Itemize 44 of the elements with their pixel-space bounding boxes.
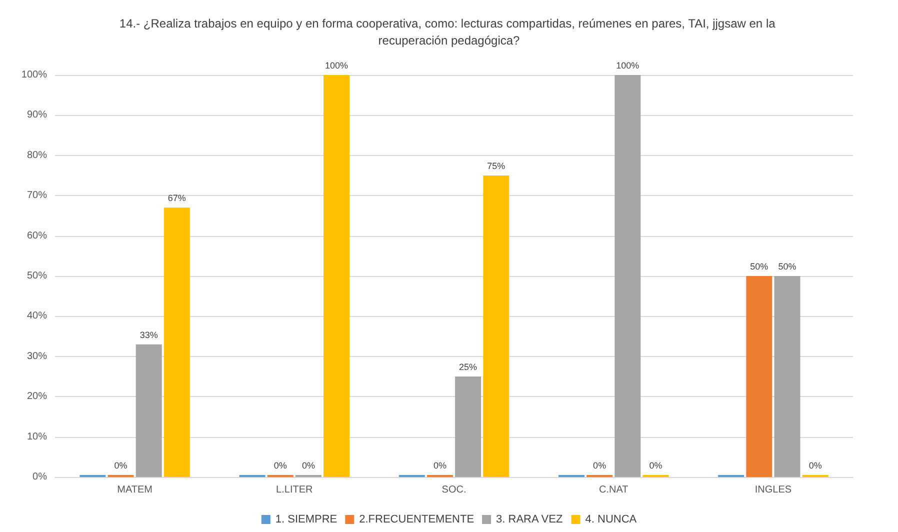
data-label: 50% xyxy=(778,262,796,272)
legend-label: 3. RARA VEZ xyxy=(496,514,563,526)
bar xyxy=(746,276,772,477)
y-tick-label: 70% xyxy=(26,190,48,202)
y-tick-label: 10% xyxy=(26,431,48,442)
data-label: 25% xyxy=(459,362,478,372)
y-tick-label: 60% xyxy=(26,230,48,242)
data-label: 33% xyxy=(140,330,158,340)
x-tick-label: L.LITER xyxy=(276,484,313,496)
data-label: 75% xyxy=(487,161,506,171)
bar xyxy=(774,276,800,477)
bar xyxy=(614,75,641,477)
legend-label: 1. SIEMPRE xyxy=(275,514,338,526)
y-tick-label: 100% xyxy=(21,70,48,80)
data-label: 0% xyxy=(433,460,446,470)
y-tick-label: 30% xyxy=(26,350,48,362)
data-label: 100% xyxy=(616,60,640,70)
x-tick-label: C.NAT xyxy=(598,484,628,496)
x-tick-label: MATEM xyxy=(117,484,152,496)
y-tick-label: 80% xyxy=(26,150,48,161)
data-label: 100% xyxy=(325,60,348,70)
legend-label: 2.FRECUENTEMENTE xyxy=(359,514,474,526)
bar xyxy=(324,75,350,477)
bar xyxy=(164,208,190,477)
y-tick-label: 0% xyxy=(32,472,48,482)
chart-title: 14.- ¿Realiza trabajos en equipo y en forma cooperativa, como: lecturas compartidas, reúmenes en pares, TAI, jjgsaw en la recuperación pedagógica? xyxy=(119,16,779,48)
data-label: 0% xyxy=(593,460,606,470)
data-label: 67% xyxy=(168,193,186,204)
bar xyxy=(483,176,510,477)
legend-label: 4. NUNCA xyxy=(585,514,638,526)
data-label: 0% xyxy=(274,460,287,470)
y-tick-label: 90% xyxy=(26,110,48,121)
bar xyxy=(455,376,482,477)
data-label: 50% xyxy=(750,262,768,272)
data-label: 0% xyxy=(649,460,662,470)
bar xyxy=(136,344,162,477)
y-tick-label: 50% xyxy=(26,270,48,282)
y-tick-label: 40% xyxy=(26,310,48,322)
data-label: 0% xyxy=(808,460,822,470)
data-label: 0% xyxy=(302,460,315,470)
data-label: 0% xyxy=(114,460,128,470)
x-tick-label: SOC. xyxy=(442,484,466,496)
y-tick-label: 20% xyxy=(26,391,48,402)
x-tick-label: INGLES xyxy=(754,484,792,496)
